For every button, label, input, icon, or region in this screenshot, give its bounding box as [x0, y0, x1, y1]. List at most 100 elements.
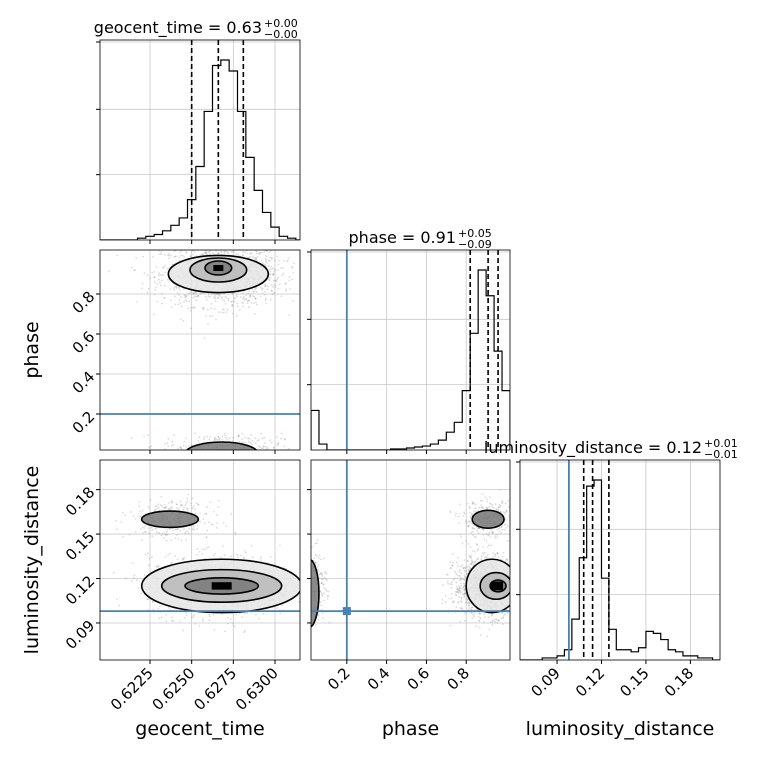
sample-point — [179, 289, 181, 292]
sample-point — [185, 538, 188, 541]
sample-point — [264, 258, 267, 260]
sample-point — [484, 496, 487, 499]
sample-point — [499, 510, 502, 513]
sample-point — [277, 276, 280, 279]
sample-point — [239, 308, 241, 311]
sample-point — [455, 512, 457, 515]
sample-point — [155, 286, 158, 289]
sample-point — [458, 590, 461, 592]
sample-point — [124, 577, 127, 580]
sample-point — [460, 596, 463, 599]
sample-point — [478, 527, 481, 530]
sample-point — [455, 581, 458, 584]
sample-point — [263, 436, 266, 439]
sample-point — [456, 587, 459, 590]
sample-point — [284, 283, 287, 285]
sample-point — [463, 588, 466, 591]
sample-point — [460, 591, 463, 593]
sample-point — [217, 251, 220, 254]
sample-point — [498, 506, 500, 509]
sample-point — [272, 273, 275, 276]
sample-point — [263, 293, 266, 296]
sample-point — [269, 439, 272, 442]
sample-point — [168, 607, 170, 609]
sample-point — [461, 564, 464, 566]
sample-point — [210, 523, 213, 526]
sample-point — [177, 303, 180, 306]
sample-point — [198, 436, 201, 438]
sample-point — [264, 284, 266, 286]
sample-point — [249, 256, 251, 258]
sample-point — [455, 585, 458, 588]
sample-point — [288, 279, 290, 282]
sample-point — [176, 233, 178, 235]
sample-point — [515, 596, 517, 598]
sample-point — [97, 554, 99, 556]
sample-point — [450, 583, 453, 586]
sample-point — [465, 572, 468, 575]
sample-point — [282, 272, 285, 275]
sample-point — [248, 236, 250, 238]
sample-point — [477, 532, 480, 534]
sample-point — [193, 528, 196, 531]
sample-point — [169, 506, 172, 509]
sample-point — [211, 523, 214, 526]
sample-point — [180, 448, 183, 450]
sample-point — [203, 308, 205, 311]
sample-point — [205, 536, 208, 538]
sample-point — [192, 292, 195, 294]
sample-point — [209, 238, 211, 240]
sample-point — [191, 507, 194, 509]
sample-point — [230, 453, 232, 455]
sample-point — [476, 543, 478, 546]
sample-point — [183, 617, 186, 619]
sample-point — [277, 456, 279, 458]
sample-point — [464, 571, 467, 573]
sample-point — [116, 528, 118, 531]
sample-point — [150, 526, 153, 529]
sample-point — [165, 506, 167, 508]
sample-point — [504, 502, 507, 505]
sample-point — [458, 574, 461, 577]
sample-point — [189, 255, 192, 258]
sample-point — [217, 297, 220, 300]
sample-point — [206, 529, 208, 532]
sample-point — [511, 567, 513, 569]
sample-point — [264, 442, 266, 444]
sample-point — [283, 437, 286, 440]
sample-point — [512, 588, 514, 590]
sample-point — [515, 583, 517, 585]
sample-point — [500, 532, 502, 535]
sample-point — [228, 437, 231, 440]
sample-point — [135, 579, 138, 582]
sample-point — [503, 523, 506, 526]
sample-point — [276, 255, 279, 258]
sample-point — [192, 615, 195, 618]
sample-point — [223, 432, 226, 435]
sample-point — [464, 619, 466, 622]
sample-point — [246, 300, 249, 303]
sample-point — [197, 450, 199, 452]
sample-point — [456, 591, 458, 594]
sample-point — [270, 256, 273, 259]
sample-point — [245, 298, 248, 301]
sample-point — [471, 617, 474, 619]
sample-point — [256, 248, 258, 250]
sample-point — [483, 621, 485, 624]
sample-point — [161, 274, 163, 277]
sample-point — [186, 510, 189, 513]
sample-point — [222, 454, 224, 456]
sample-point — [179, 445, 181, 448]
sample-point — [472, 501, 475, 504]
sample-point — [172, 619, 175, 622]
sample-point — [180, 296, 182, 299]
sample-point — [255, 287, 257, 289]
sample-point — [220, 297, 223, 299]
sample-point — [502, 623, 504, 626]
sample-point — [507, 611, 509, 614]
sample-point — [209, 315, 211, 317]
sample-point — [280, 437, 282, 440]
sample-point — [159, 281, 161, 284]
sample-point — [276, 278, 279, 281]
sample-point — [447, 582, 449, 585]
